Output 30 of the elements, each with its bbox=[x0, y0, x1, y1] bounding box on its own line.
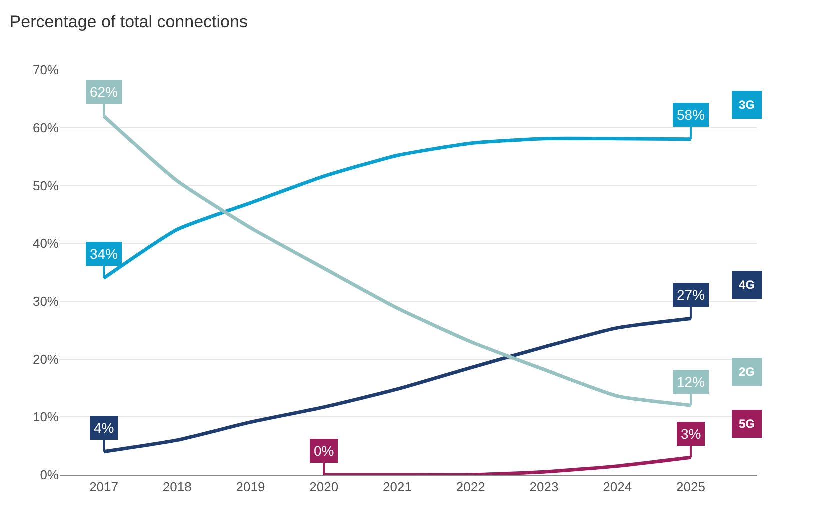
data-label: 27% bbox=[677, 287, 706, 303]
text: 2G bbox=[739, 365, 756, 379]
data-label: 12% bbox=[677, 374, 706, 390]
chart-title: Percentage of total connections bbox=[10, 12, 248, 32]
data-label: 4% bbox=[94, 420, 114, 436]
text: 4G bbox=[739, 278, 756, 292]
x-tick-label: 2025 bbox=[676, 480, 706, 495]
x-tick-label: 2020 bbox=[310, 480, 339, 495]
x-tick-label: 2024 bbox=[603, 480, 632, 495]
x-tick-label: 2019 bbox=[236, 480, 266, 495]
y-tick-label: 20% bbox=[32, 352, 60, 367]
x-tick-label: 2023 bbox=[530, 480, 559, 495]
y-tick-label: 60% bbox=[32, 120, 60, 136]
data-label: 58% bbox=[677, 107, 706, 123]
data-label: 62% bbox=[90, 84, 118, 100]
y-tick-label: 30% bbox=[32, 294, 60, 309]
data-label: 34% bbox=[90, 246, 118, 262]
y-tick-label: 0% bbox=[40, 468, 60, 483]
x-tick-label: 2021 bbox=[383, 480, 412, 495]
x-tick-label: 2018 bbox=[162, 480, 192, 495]
x-tick-label: 2022 bbox=[456, 480, 486, 495]
x-tick-label: 2017 bbox=[90, 480, 118, 495]
y-tick-label: 50% bbox=[32, 178, 60, 194]
data-label: 3% bbox=[681, 426, 702, 442]
data-label: 0% bbox=[314, 443, 334, 459]
text: 5G bbox=[739, 417, 756, 431]
y-tick-label: 40% bbox=[32, 236, 60, 252]
y-tick-label: 10% bbox=[32, 410, 60, 425]
text: 3G bbox=[739, 98, 756, 112]
y-tick-label: 70% bbox=[32, 62, 60, 78]
